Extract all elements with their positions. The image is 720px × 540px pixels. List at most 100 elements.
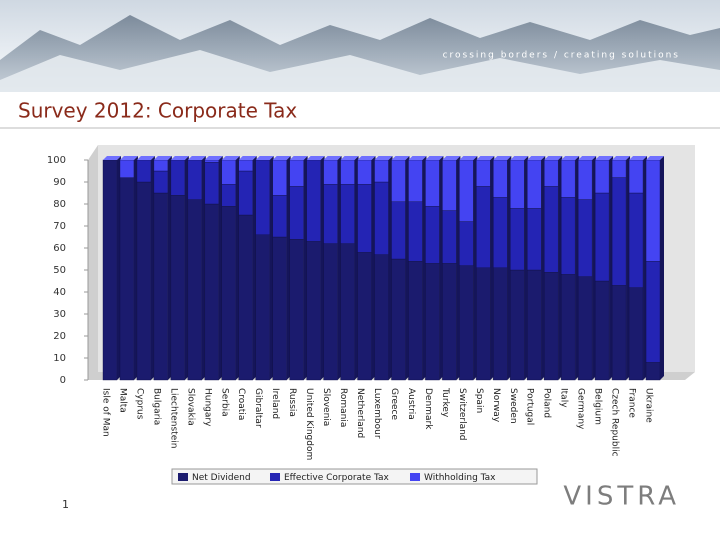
x-tick-label: Gibraltar [253,388,263,428]
x-tick-label: Romania [338,388,348,427]
bar-segment [493,197,508,268]
bar-segment [459,159,474,222]
bar-segment [357,183,372,253]
bar-depth [527,156,546,160]
bar-segment [544,272,559,381]
bar-segment [408,201,423,262]
bar-segment [493,159,508,198]
bar-segment [577,159,593,200]
y-tick-label: 90 [53,177,66,188]
bar-segment [611,177,627,286]
logo: VISTRA [563,482,680,512]
bar-segment [425,205,440,264]
bar-segment [289,238,304,381]
bar-segment [255,234,270,381]
bar-segment [357,159,372,185]
x-tick-label: Ireland [270,388,280,419]
bar-segment [459,265,474,381]
bar-segment [527,208,542,271]
bar-segment [476,186,491,268]
bar-segment [323,159,338,185]
x-tick-label: Malta [117,388,127,413]
bar-depth [476,156,495,160]
bar-segment [476,159,491,187]
bar-segment [577,276,593,381]
bar-depth [442,156,461,160]
mountains-front [0,50,720,92]
y-tick-label: 20 [53,331,66,342]
x-tick-label: Germany [576,388,586,430]
bar-depth [425,156,444,160]
bar-segment [611,285,627,381]
bar-segment [408,261,423,381]
bar-segment [119,159,135,178]
bar-segment [204,203,219,381]
bar-segment [628,287,644,381]
bar-segment [560,197,576,275]
bar-depth [578,156,597,160]
x-tick-label: Russia [287,388,297,417]
bar-segment [204,159,219,163]
x-tick-label: Austria [406,388,416,420]
bar-segment [611,159,627,178]
bar-segment [442,263,457,381]
bar-depth [510,156,529,160]
bar-segment [221,205,236,381]
bar-segment [238,159,253,172]
x-tick-label: Slovenia [321,388,331,426]
bar-depth [391,156,410,160]
bar-depth [459,156,478,160]
y-tick-label: 30 [53,309,66,320]
bar-segment [594,159,610,194]
bar-segment [510,208,525,271]
bar-segment [442,210,457,264]
bar-depth [103,156,121,160]
x-tick-label: Netherland [355,388,365,438]
y-tick-label: 70 [53,221,66,232]
x-tick-label: France [627,388,637,418]
bar-depth [323,156,342,160]
bar-segment [272,194,287,238]
x-tick-label: Italy [559,388,569,408]
bar-segment [544,186,559,273]
x-tick-label: Turkey [440,387,450,418]
bar-depth [374,156,393,160]
x-tick-label: Ukraine [644,388,654,423]
legend-swatch [270,473,280,481]
y-tick-label: 80 [53,199,66,210]
chart: 0 10 20 30 40 50 60 70 80 90 100 Isle of Man Malta Cy… [47,155,664,485]
bar-segment [476,267,491,381]
bar-segment [628,192,644,288]
x-tick-label: Belgium [593,388,603,425]
bar-depth [170,156,189,160]
y-tick-label: 50 [53,265,66,276]
bar-segment [204,161,219,205]
bar-segment [221,159,236,185]
x-tick-label: Poland [542,388,552,418]
bar-segment [238,214,253,381]
y-tick-label: 40 [53,287,66,298]
x-tick-label: United Kingdom [304,388,314,460]
bar-segment [136,159,152,183]
bar-segment [645,261,661,363]
bar-segment [170,194,186,381]
bar-segment [306,159,321,242]
bar-depth [238,156,257,160]
bar-segment [272,159,287,196]
bar-segment [255,159,270,236]
y-tick-label: 100 [47,155,66,166]
bar-segment [357,252,372,381]
bar-segment [102,159,118,381]
bar-depth [629,156,648,160]
bar-segment [560,159,576,198]
x-tick-label: Spain [474,388,484,413]
bar-depth [357,156,376,160]
bar-segment [645,362,661,381]
x-tick-label: Liechtenstein [168,388,178,448]
bar-segment [577,199,593,277]
x-tick-label: Isle of Man [100,388,110,437]
bar-segment [391,159,406,202]
legend-swatch [178,473,188,481]
y-tick-label: 0 [60,375,66,386]
